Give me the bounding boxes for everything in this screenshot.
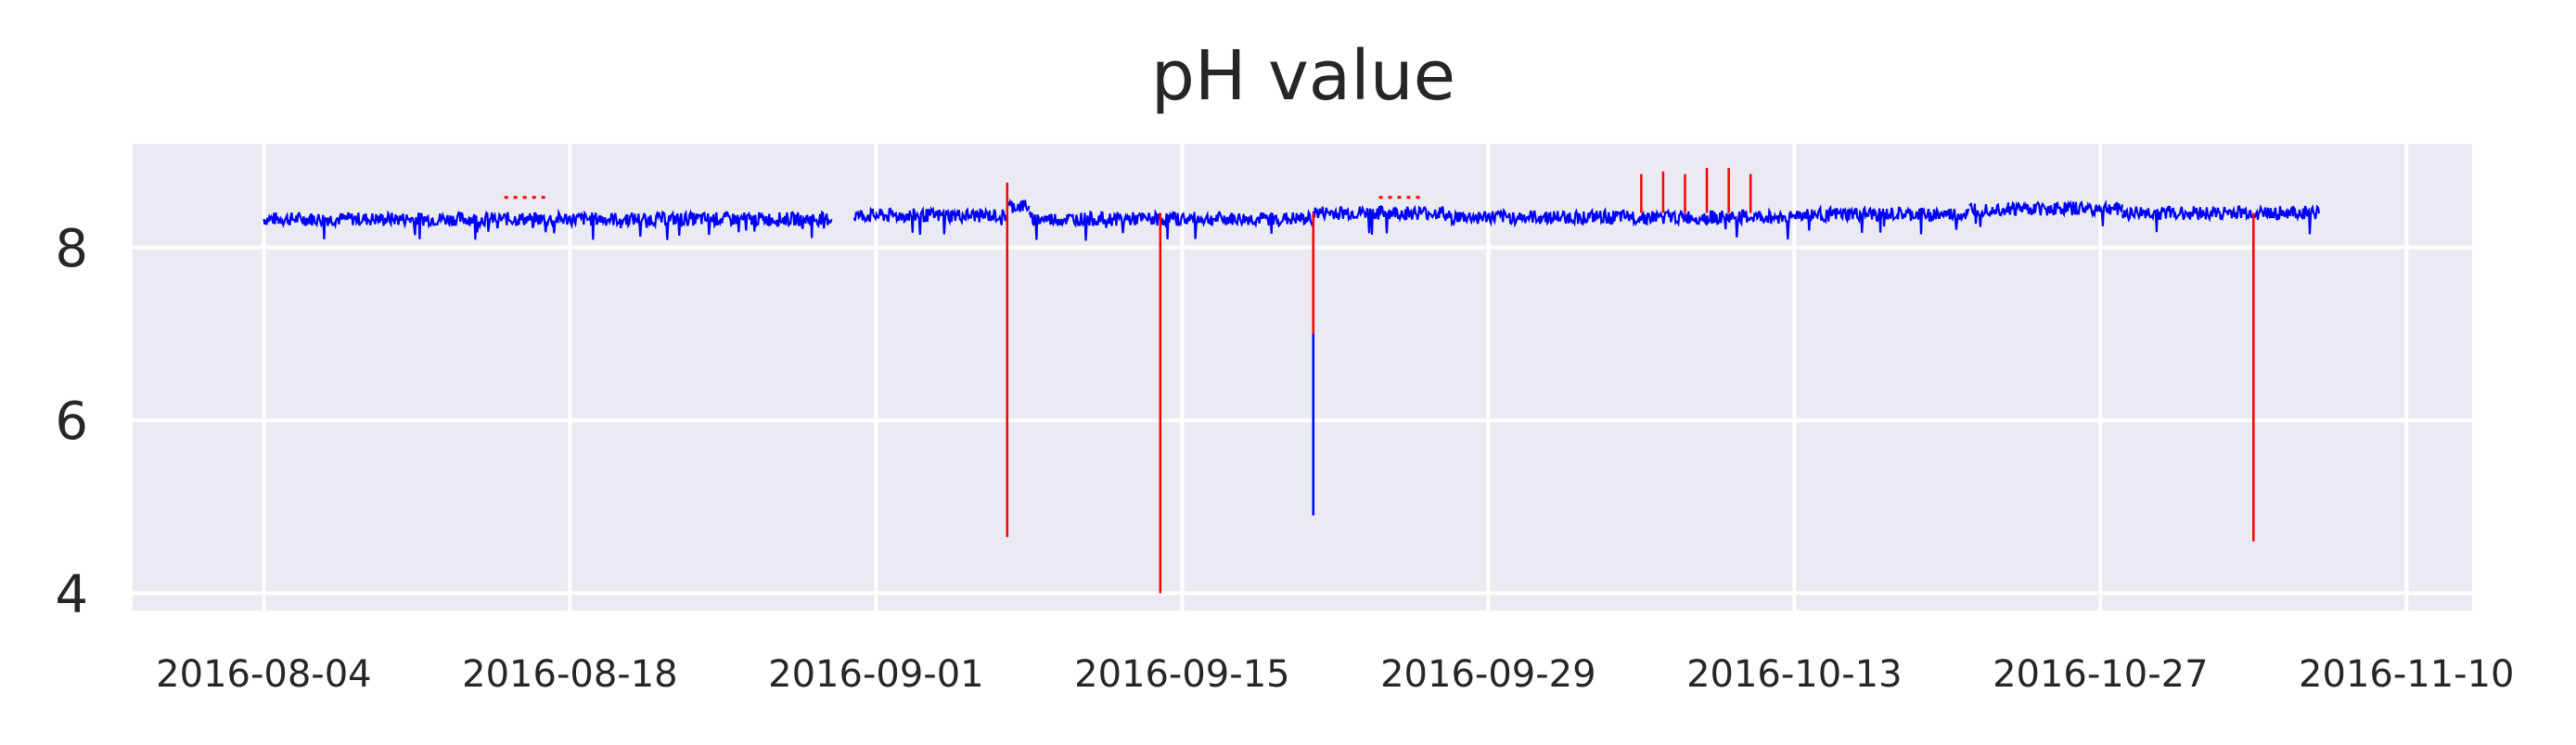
series-line	[263, 208, 833, 240]
x-tick-label: 2016-09-15	[1074, 653, 1289, 696]
chart-title: pH value	[1151, 36, 1455, 116]
series-line	[1006, 198, 1031, 213]
x-tick-label: 2016-10-13	[1686, 653, 1902, 696]
x-tick-label: 2016-10-27	[1993, 653, 2208, 696]
series-line	[1968, 199, 2123, 227]
y-tick-label: 6	[55, 392, 88, 452]
series-line	[1312, 204, 1446, 235]
x-axis: 2016-08-04 2016-08-18 2016-09-01 2016-09-15…	[156, 653, 2514, 696]
x-tick-label: 2016-09-29	[1380, 653, 1596, 696]
x-tick-label: 2016-09-01	[768, 653, 983, 696]
series-line	[852, 205, 1008, 236]
series-line	[1793, 204, 1970, 235]
y-tick-label: 4	[55, 564, 88, 624]
y-axis: 4 6 8	[55, 219, 88, 625]
x-tick-label: 2016-08-18	[462, 653, 677, 696]
y-tick-label: 8	[55, 219, 88, 279]
series-line	[2121, 203, 2321, 235]
series-line	[1028, 208, 1314, 241]
series-line	[1443, 207, 1796, 240]
x-tick-label: 2016-11-10	[2299, 653, 2514, 696]
series-layer	[263, 168, 2321, 594]
grid	[133, 144, 2472, 610]
x-tick-label: 2016-08-04	[156, 653, 371, 696]
